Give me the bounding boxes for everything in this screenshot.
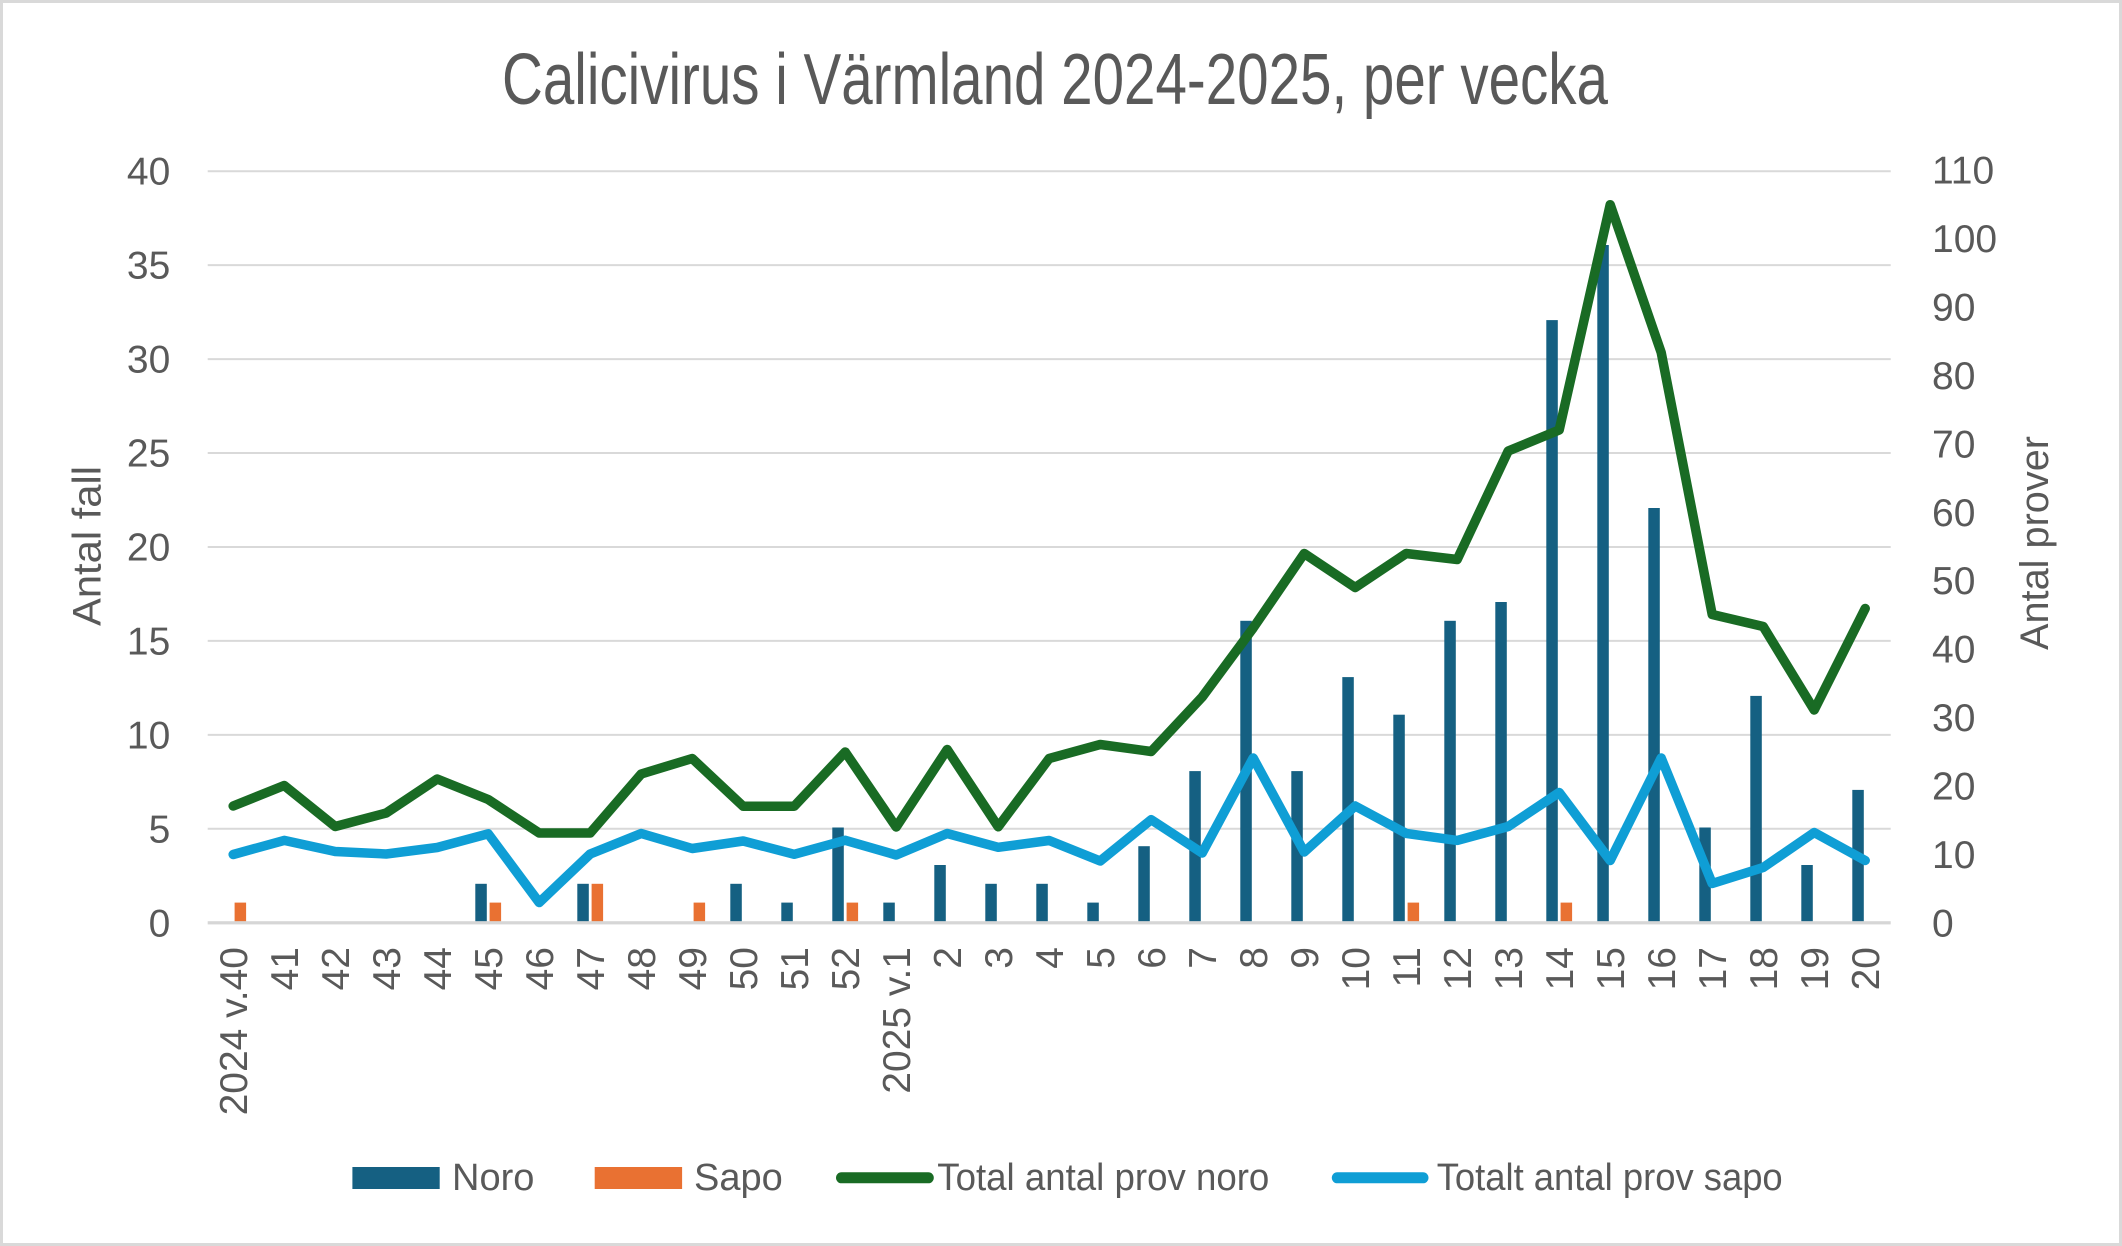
svg-text:50: 50 xyxy=(1932,560,1975,603)
svg-text:42: 42 xyxy=(315,947,358,990)
svg-text:30: 30 xyxy=(127,339,170,382)
svg-text:90: 90 xyxy=(1932,287,1975,330)
svg-text:10: 10 xyxy=(1932,834,1975,877)
svg-text:5: 5 xyxy=(149,808,171,851)
svg-text:110: 110 xyxy=(1932,150,1994,193)
svg-text:48: 48 xyxy=(621,947,664,990)
svg-text:43: 43 xyxy=(366,947,409,990)
svg-text:100: 100 xyxy=(1932,218,1997,261)
svg-text:Antal fall: Antal fall xyxy=(66,466,110,626)
svg-text:20: 20 xyxy=(127,527,170,570)
svg-text:0: 0 xyxy=(149,902,171,945)
svg-text:Total antal prov noro: Total antal prov noro xyxy=(937,1157,1269,1199)
svg-text:11: 11 xyxy=(1386,947,1429,988)
svg-text:7: 7 xyxy=(1182,947,1225,969)
svg-text:Totalt antal prov sapo: Totalt antal prov sapo xyxy=(1437,1157,1783,1199)
svg-text:35: 35 xyxy=(127,245,170,288)
svg-text:46: 46 xyxy=(519,947,562,990)
svg-text:5: 5 xyxy=(1080,947,1123,969)
svg-text:16: 16 xyxy=(1641,947,1684,990)
svg-text:18: 18 xyxy=(1743,947,1786,990)
svg-text:44: 44 xyxy=(417,947,460,990)
svg-text:20: 20 xyxy=(1932,766,1975,809)
svg-text:2024 v.40: 2024 v.40 xyxy=(213,947,256,1115)
svg-text:4: 4 xyxy=(1029,947,1072,969)
svg-text:8: 8 xyxy=(1233,947,1276,969)
svg-text:2025 v.1: 2025 v.1 xyxy=(876,947,919,1094)
svg-text:6: 6 xyxy=(1131,947,1174,969)
svg-text:45: 45 xyxy=(468,947,511,990)
svg-text:19: 19 xyxy=(1794,947,1837,990)
svg-text:15: 15 xyxy=(127,620,170,663)
svg-text:40: 40 xyxy=(1932,629,1975,672)
svg-text:12: 12 xyxy=(1437,947,1480,990)
svg-text:52: 52 xyxy=(825,947,868,990)
svg-text:50: 50 xyxy=(723,947,766,990)
svg-text:9: 9 xyxy=(1284,947,1327,969)
svg-text:3: 3 xyxy=(978,947,1021,969)
svg-text:0: 0 xyxy=(1932,902,1954,945)
svg-text:10: 10 xyxy=(1335,947,1378,990)
svg-text:10: 10 xyxy=(127,714,170,757)
svg-text:17: 17 xyxy=(1692,947,1735,990)
svg-text:25: 25 xyxy=(127,433,170,476)
svg-text:Noro: Noro xyxy=(452,1157,534,1199)
svg-text:15: 15 xyxy=(1590,947,1633,990)
svg-text:14: 14 xyxy=(1539,947,1582,990)
svg-text:47: 47 xyxy=(570,947,613,990)
svg-text:70: 70 xyxy=(1932,423,1975,466)
svg-text:60: 60 xyxy=(1932,492,1975,535)
svg-text:41: 41 xyxy=(264,947,307,990)
svg-text:2: 2 xyxy=(927,947,970,969)
svg-text:40: 40 xyxy=(127,151,170,194)
svg-text:Antal prover: Antal prover xyxy=(2013,436,2057,650)
svg-text:20: 20 xyxy=(1845,947,1888,990)
svg-text:13: 13 xyxy=(1488,947,1531,990)
svg-text:49: 49 xyxy=(672,947,715,990)
svg-text:80: 80 xyxy=(1932,355,1975,398)
svg-text:Sapo: Sapo xyxy=(694,1157,783,1199)
svg-text:51: 51 xyxy=(774,947,817,990)
svg-text:Calicivirus i Värmland 2024-20: Calicivirus i Värmland 2024-2025, per ve… xyxy=(502,40,1609,120)
svg-text:30: 30 xyxy=(1932,697,1975,740)
